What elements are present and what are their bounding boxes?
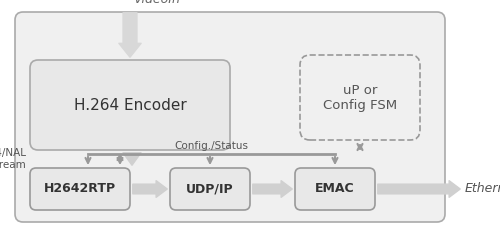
- FancyBboxPatch shape: [15, 12, 445, 222]
- FancyBboxPatch shape: [30, 60, 230, 150]
- FancyBboxPatch shape: [170, 168, 250, 210]
- Text: Ethernet: Ethernet: [465, 182, 500, 195]
- Text: EMAC: EMAC: [315, 182, 355, 195]
- FancyBboxPatch shape: [295, 168, 375, 210]
- Text: Config./Status: Config./Status: [174, 141, 248, 151]
- FancyBboxPatch shape: [30, 168, 130, 210]
- Text: H.264/NAL
Stream: H.264/NAL Stream: [0, 148, 26, 170]
- Text: VideoIn: VideoIn: [133, 0, 180, 6]
- Text: H2642RTP: H2642RTP: [44, 182, 116, 195]
- Text: UDP/IP: UDP/IP: [186, 182, 234, 195]
- Text: uP or
Config FSM: uP or Config FSM: [323, 83, 397, 112]
- FancyBboxPatch shape: [300, 55, 420, 140]
- Text: H.264 Encoder: H.264 Encoder: [74, 98, 186, 113]
